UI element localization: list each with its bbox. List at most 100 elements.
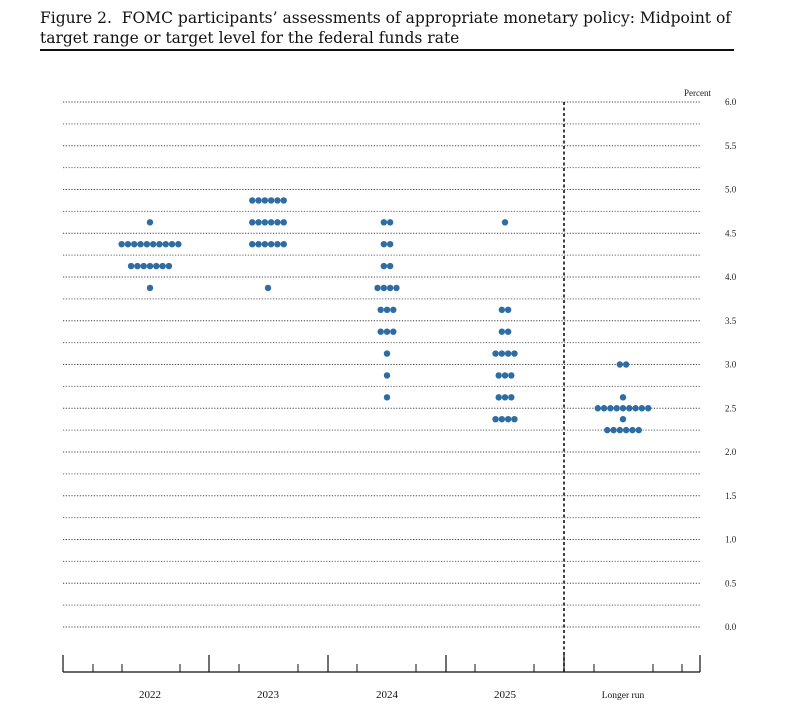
- x-category-label: Longer run: [602, 691, 645, 701]
- x-category-label: 2022: [139, 689, 161, 701]
- participant-dot: [274, 219, 281, 226]
- y-tick-label: 1.0: [725, 535, 737, 545]
- participant-dot: [610, 426, 617, 434]
- participant-dot: [390, 328, 397, 335]
- participant-dot: [607, 405, 614, 412]
- participant-dot: [638, 405, 646, 412]
- y-tick-label: 5.5: [725, 141, 737, 151]
- participant-dot: [131, 240, 138, 248]
- participant-dot: [267, 197, 275, 204]
- participant-dot: [267, 240, 275, 248]
- y-tick-label: 4.5: [725, 228, 737, 238]
- participant-dot: [501, 219, 509, 226]
- participant-dot: [511, 350, 518, 357]
- participant-dot: [380, 240, 388, 248]
- participant-dot: [162, 240, 169, 248]
- participant-dot: [261, 240, 269, 248]
- participant-dot: [619, 405, 627, 412]
- participant-dot: [377, 328, 384, 335]
- participant-dot: [386, 219, 394, 226]
- participant-dot: [626, 405, 633, 412]
- y-tick-label: 2.0: [725, 447, 737, 457]
- participant-dot: [511, 415, 518, 423]
- participant-dot: [255, 197, 262, 204]
- participant-dot: [501, 372, 509, 379]
- participant-dot: [604, 426, 611, 434]
- y-tick-label: 3.5: [725, 316, 737, 326]
- participant-dot: [380, 262, 388, 270]
- y-tick-label: 5.0: [725, 185, 737, 195]
- participant-dot: [501, 394, 509, 401]
- figure-label: Figure 2.: [40, 9, 112, 27]
- participant-dot: [632, 405, 639, 412]
- participant-dot: [280, 197, 287, 204]
- participant-dot: [390, 306, 397, 314]
- participant-dot: [498, 306, 506, 314]
- participant-dot: [619, 394, 627, 401]
- participant-dot: [383, 350, 391, 357]
- participant-dot: [127, 262, 135, 270]
- y-tick-label: 0.0: [725, 622, 737, 632]
- participant-dot: [504, 306, 512, 314]
- participant-dot: [280, 240, 287, 248]
- y-tick-label: 0.5: [725, 578, 737, 588]
- participant-dot: [261, 219, 269, 226]
- x-category-label: 2023: [257, 689, 280, 701]
- participant-dot: [619, 415, 627, 423]
- participant-dot: [383, 328, 391, 335]
- participant-dot: [159, 262, 166, 270]
- participant-dot: [498, 350, 506, 357]
- participant-dot: [492, 350, 499, 357]
- participant-dot: [249, 240, 256, 248]
- participant-dot: [645, 405, 652, 412]
- participant-dot: [594, 405, 601, 412]
- participant-dot: [383, 306, 391, 314]
- participant-dot: [504, 415, 512, 423]
- participant-dot: [124, 240, 132, 248]
- y-tick-label: 4.0: [725, 272, 737, 282]
- participant-dot: [495, 372, 502, 379]
- participant-dot: [616, 361, 624, 368]
- y-tick-label: 1.5: [725, 491, 737, 501]
- participant-dot: [504, 328, 512, 335]
- participant-dot: [175, 240, 182, 248]
- participant-dot: [168, 240, 176, 248]
- participant-dot: [140, 262, 147, 270]
- caption-rule: [40, 49, 734, 51]
- participant-dot: [622, 361, 630, 368]
- figure-caption-text: FOMC participants’ assessments of approp…: [40, 9, 732, 47]
- participant-dot: [495, 394, 502, 401]
- participant-dot: [146, 284, 154, 292]
- participant-dot: [386, 240, 394, 248]
- participant-dot: [264, 284, 272, 292]
- participant-dot: [383, 372, 391, 379]
- participant-dot: [274, 197, 281, 204]
- participant-dot: [267, 219, 275, 226]
- participant-dot: [380, 219, 388, 226]
- participant-dot: [498, 328, 506, 335]
- y-tick-label: 2.5: [725, 403, 737, 413]
- participant-dot: [386, 284, 394, 292]
- participant-dot: [374, 284, 381, 292]
- participant-dot: [153, 262, 160, 270]
- x-category-label: 2025: [494, 689, 517, 701]
- participant-dot: [274, 240, 281, 248]
- participant-dot: [165, 262, 173, 270]
- participant-dot: [255, 219, 262, 226]
- participant-dot: [149, 240, 157, 248]
- participant-dot: [504, 350, 512, 357]
- participant-dot: [134, 262, 141, 270]
- participant-dot: [498, 415, 506, 423]
- participant-dot: [508, 372, 515, 379]
- participant-dot: [383, 394, 391, 401]
- x-category-label: 2024: [376, 689, 399, 701]
- participant-dot: [156, 240, 163, 248]
- y-axis-unit-label: Percent: [684, 88, 711, 98]
- participant-dot: [635, 426, 642, 434]
- participant-dot: [622, 426, 630, 434]
- participant-dot: [261, 197, 269, 204]
- participant-dot: [280, 219, 287, 226]
- participant-dot: [613, 405, 620, 412]
- participant-dot: [377, 306, 384, 314]
